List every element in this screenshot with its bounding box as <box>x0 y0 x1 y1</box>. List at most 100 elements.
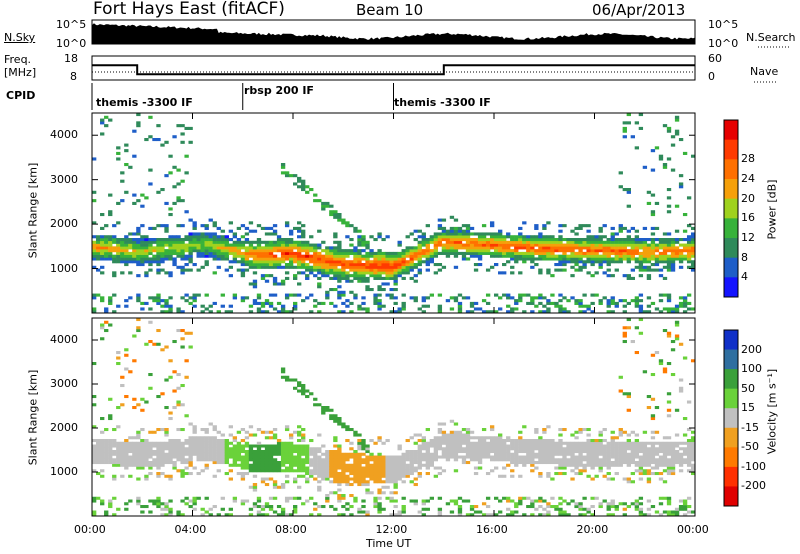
velocity-echo-cell <box>349 469 354 473</box>
power-echo-cell <box>108 235 113 239</box>
power-echo-cell <box>272 254 278 258</box>
velocity-echo-cell <box>574 461 579 465</box>
velocity-echo-cell <box>200 469 205 473</box>
power-echo-cell <box>301 182 306 186</box>
power-echo-cell <box>252 301 258 305</box>
velocity-echo-cell <box>337 452 342 456</box>
velocity-echo-cell <box>272 447 278 451</box>
velocity-echo-cell <box>690 447 696 451</box>
power-echo-cell <box>670 168 676 172</box>
velocity-echo-cell <box>357 452 362 456</box>
power-echo-cell <box>554 268 559 272</box>
power-echo-cell <box>325 263 330 267</box>
velocity-echo-cell <box>156 496 161 500</box>
velocity-echo-cell <box>212 461 217 465</box>
power-echo-cell <box>228 304 233 308</box>
velocity-echo-cell <box>494 450 499 454</box>
velocity-echo-cell <box>369 474 374 478</box>
velocity-echo-cell <box>489 469 495 473</box>
velocity-echo-cell <box>477 439 483 443</box>
power-echo-cell <box>510 243 515 247</box>
power-echo-cell <box>196 246 201 250</box>
velocity-echo-cell <box>570 469 575 473</box>
velocity-echo-cell <box>413 450 418 454</box>
power-echo-cell <box>562 246 567 250</box>
velocity-echo-cell <box>280 375 286 379</box>
power-echo-cell <box>662 254 668 258</box>
power-echo-cell <box>100 226 105 230</box>
power-echo-cell <box>212 232 217 236</box>
velocity-echo-cell <box>586 463 591 467</box>
power-echo-cell <box>606 310 611 314</box>
velocity-echo-cell <box>180 384 185 388</box>
velocity-echo-cell <box>353 496 358 500</box>
power-echo-cell <box>184 246 189 250</box>
power-echo-cell <box>650 149 656 153</box>
velocity-echo-cell <box>272 461 278 465</box>
power-echo-cell <box>598 257 603 261</box>
velocity-echo-cell <box>148 463 153 467</box>
power-echo-cell <box>164 240 169 244</box>
velocity-echo-cell <box>293 507 298 511</box>
velocity-echo-cell <box>301 469 306 473</box>
velocity-echo-cell <box>108 441 113 445</box>
power-echo-cell <box>100 240 105 244</box>
velocity-echo-cell <box>409 472 414 476</box>
velocity-echo-cell <box>662 455 668 459</box>
velocity-echo-cell <box>377 488 382 492</box>
velocity-echo-cell <box>92 452 97 456</box>
power-echo-cell <box>526 293 531 297</box>
power-echo-cell <box>329 288 334 292</box>
velocity-echo-cell <box>678 505 684 509</box>
power-echo-cell <box>678 243 684 247</box>
velocity-echo-cell <box>630 340 635 344</box>
power-echo-cell <box>168 296 173 300</box>
velocity-echo-cell <box>630 480 635 484</box>
power-echo-cell <box>188 246 193 250</box>
velocity-echo-cell <box>449 444 455 448</box>
power-echo-cell <box>92 251 97 255</box>
power-echo-cell <box>662 232 668 236</box>
power-echo-cell <box>164 257 169 261</box>
power-echo-cell <box>192 304 197 308</box>
velocity-echo-cell <box>168 439 173 443</box>
power-echo-cell <box>152 226 157 230</box>
velocity-echo-cell <box>602 461 607 465</box>
velocity-echo-cell <box>220 452 225 456</box>
velocity-echo-cell <box>200 507 205 511</box>
velocity-echo-cell <box>494 513 499 517</box>
power-echo-cell <box>196 268 201 272</box>
power-echo-cell <box>590 310 595 314</box>
power-echo-cell <box>333 235 338 239</box>
velocity-echo-cell <box>650 472 656 476</box>
power-echo-cell <box>104 307 109 311</box>
velocity-echo-cell <box>337 466 342 470</box>
velocity-echo-cell <box>172 389 177 393</box>
power-echo-cell <box>104 254 109 258</box>
velocity-echo-cell <box>353 472 358 476</box>
velocity-echo-cell <box>180 345 185 349</box>
velocity-echo-cell <box>634 452 640 456</box>
power-echo-cell <box>502 235 507 239</box>
power-echo-cell <box>136 240 141 244</box>
power-echo-cell <box>558 304 563 308</box>
velocity-echo-cell <box>100 450 105 454</box>
power-echo-cell <box>642 257 648 261</box>
velocity-echo-cell <box>506 455 511 459</box>
power-echo-cell <box>337 293 342 297</box>
power-echo-cell <box>256 249 262 253</box>
power-echo-cell <box>614 257 619 261</box>
power-echo-cell <box>686 224 692 228</box>
power-echo-cell <box>276 260 282 264</box>
velocity-echo-cell <box>473 505 479 509</box>
velocity-echo-cell <box>401 452 406 456</box>
velocity-echo-cell <box>465 499 471 503</box>
velocity-echo-cell <box>457 444 463 448</box>
power-echo-cell <box>666 129 672 133</box>
velocity-echo-cell <box>514 510 519 514</box>
velocity-echo-cell <box>284 466 290 470</box>
power-echo-cell <box>132 193 137 197</box>
velocity-echo-cell <box>200 447 205 451</box>
velocity-echo-cell <box>317 403 322 407</box>
velocity-echo-cell <box>522 447 527 451</box>
